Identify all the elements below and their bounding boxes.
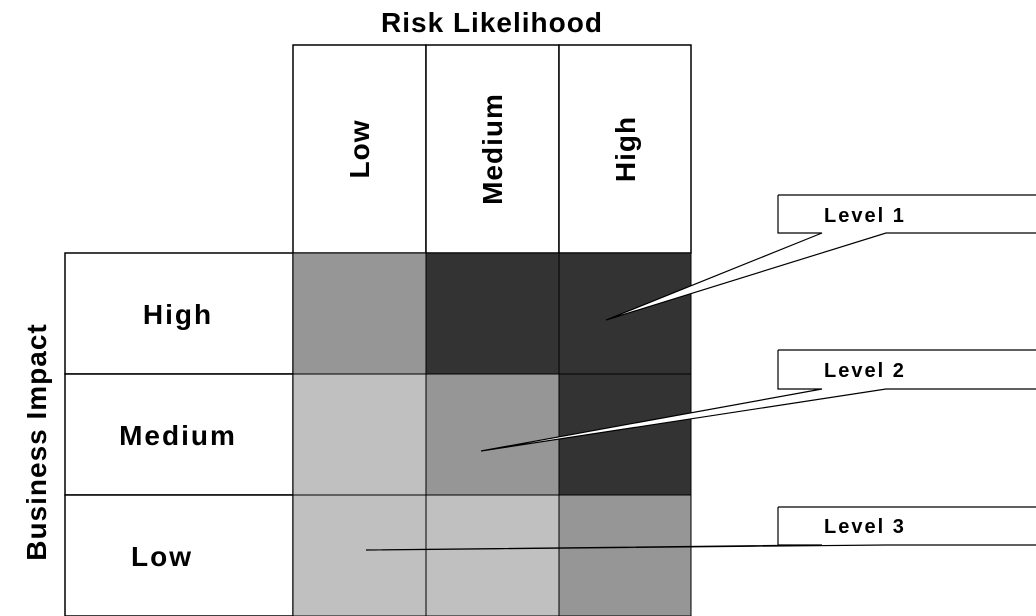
callout-pointer xyxy=(605,194,1036,321)
column-header-cell-medium xyxy=(425,44,560,254)
matrix-cell-level-3 xyxy=(425,494,560,616)
callout-pointer xyxy=(480,349,1036,452)
column-label-low: Low xyxy=(344,120,375,179)
column-headers: Low Medium High xyxy=(292,44,692,254)
level-2-label: Level 2 xyxy=(824,360,906,382)
matrix-cells xyxy=(292,252,692,616)
callout-level-3: Level 3 xyxy=(365,506,1036,551)
matrix-cell-level-3 xyxy=(292,373,427,496)
matrix-cell-level-1 xyxy=(425,252,560,375)
level-3-label: Level 3 xyxy=(824,516,906,538)
column-label-medium: Medium xyxy=(477,93,508,205)
row-header-cell-high xyxy=(64,252,294,375)
row-label-low: Low xyxy=(131,541,193,572)
matrix-cell-level-2 xyxy=(558,494,692,616)
row-header-cell-low xyxy=(64,494,294,616)
row-headers: High Medium Low xyxy=(64,252,294,616)
chart-title: Risk Likelihood xyxy=(381,7,603,38)
row-label-medium: Medium xyxy=(119,420,237,451)
matrix-cell-level-2 xyxy=(292,252,427,375)
level-1-label: Level 1 xyxy=(824,205,906,227)
row-header-cell-medium xyxy=(64,373,294,496)
column-label-high: High xyxy=(610,116,641,182)
y-axis-label: Business Impact xyxy=(21,323,52,561)
callout-level-2: Level 2 xyxy=(480,349,1036,452)
column-header-cell-low xyxy=(292,44,427,254)
matrix-cell-level-3 xyxy=(292,494,427,616)
matrix-cell-level-2 xyxy=(425,373,560,496)
callout-pointer xyxy=(365,506,1036,551)
row-label-high: High xyxy=(143,299,213,330)
callout-level-1: Level 1 xyxy=(605,194,1036,321)
column-header-cell-high xyxy=(558,44,692,254)
